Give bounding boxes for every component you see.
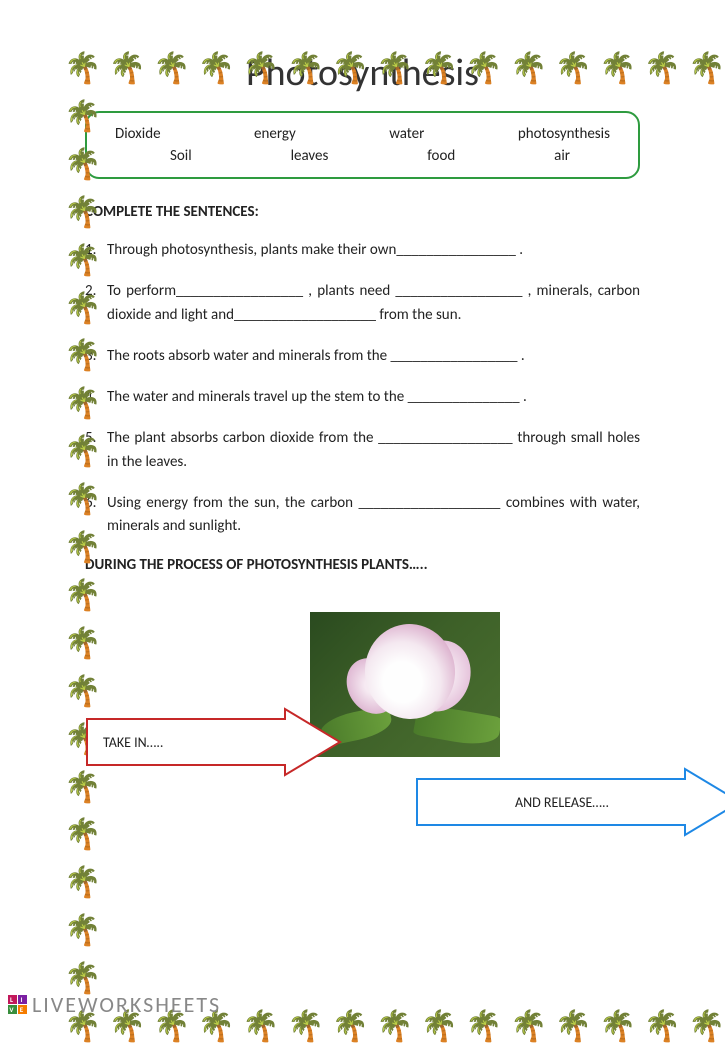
logo-tile: E <box>18 1005 27 1014</box>
question-item: 4. The water and minerals travel up the … <box>85 386 640 409</box>
section-2-heading: DURING THE PROCESS OF PHOTOSYNTHESIS PLA… <box>85 556 640 574</box>
question-text[interactable]: The plant absorbs carbon dioxide from th… <box>107 427 640 474</box>
question-item: 5. The plant absorbs carbon dioxide from… <box>85 427 640 474</box>
question-number: 1. <box>85 239 107 262</box>
worksheet-page: 🌴🌴🌴🌴🌴🌴🌴🌴🌴🌴🌴🌴🌴🌴🌴🌴🌴🌴🌴🌴🌴🌴🌴🌴🌴🌴🌴🌴🌴🌴🌴🌴🌴🌴🌴🌴🌴🌴🌴🌴… <box>0 0 725 1024</box>
palm-tree-icon: 🌴 <box>555 1012 583 1050</box>
questions-list: 1. Through photosynthesis, plants make t… <box>85 239 640 538</box>
logo-tile: L <box>8 995 17 1004</box>
instruction-heading: COMPLETE THE SENTENCES: <box>85 203 640 221</box>
word-bank-row-2: Soil leaves food air <box>115 145 610 165</box>
palm-tree-icon: 🌴 <box>421 1012 449 1050</box>
palm-tree-icon: 🌴 <box>332 1012 360 1050</box>
question-number: 4. <box>85 386 107 409</box>
word-bank-word: food <box>427 147 455 165</box>
word-bank-word: Dioxide <box>115 125 161 143</box>
question-text[interactable]: To perform_________________ , plants nee… <box>107 280 640 327</box>
word-bank-box: Dioxide energy water photosynthesis Soil… <box>85 111 640 179</box>
page-title: Photosynthesis <box>50 50 675 96</box>
logo-tile: I <box>18 995 27 1004</box>
question-text[interactable]: Using energy from the sun, the carbon __… <box>107 492 640 539</box>
watermark-text: LIVEWORKSHEETS <box>32 991 221 1018</box>
watermark-logo-icon: L I V E <box>8 995 27 1014</box>
question-item: 2. To perform_________________ , plants … <box>85 280 640 327</box>
question-number: 2. <box>85 280 107 327</box>
release-arrow: AND RELEASE….. <box>415 767 725 837</box>
logo-tile: V <box>8 1005 17 1014</box>
palm-tree-icon: 🌴 <box>688 1012 716 1050</box>
word-bank-word: air <box>554 147 570 165</box>
question-item: 3. The roots absorb water and minerals f… <box>85 345 640 368</box>
palm-tree-icon: 🌴 <box>64 868 92 906</box>
palm-tree-icon: 🌴 <box>688 54 716 92</box>
question-text[interactable]: The roots absorb water and minerals from… <box>107 345 640 368</box>
palm-tree-icon: 🌴 <box>599 1012 627 1050</box>
word-bank-row-1: Dioxide energy water photosynthesis <box>115 123 610 145</box>
palm-tree-icon: 🌴 <box>287 1012 315 1050</box>
palm-tree-icon: 🌴 <box>465 1012 493 1050</box>
question-item: 1. Through photosynthesis, plants make t… <box>85 239 640 262</box>
question-text[interactable]: Through photosynthesis, plants make thei… <box>107 239 640 262</box>
question-number: 5. <box>85 427 107 474</box>
release-label: AND RELEASE….. <box>515 794 609 811</box>
word-bank-word: leaves <box>291 147 329 165</box>
diagram-area: TAKE IN….. AND RELEASE….. <box>65 592 660 852</box>
question-item: 6. Using energy from the sun, the carbon… <box>85 492 640 539</box>
word-bank-word: Soil <box>170 147 192 165</box>
take-in-arrow: TAKE IN….. <box>85 707 345 777</box>
take-in-label: TAKE IN….. <box>103 734 163 751</box>
palm-tree-icon: 🌴 <box>644 1012 672 1050</box>
word-bank-word: photosynthesis <box>518 125 610 143</box>
palm-tree-icon: 🌴 <box>64 916 92 954</box>
palm-tree-icon: 🌴 <box>376 1012 404 1050</box>
palm-tree-icon: 🌴 <box>510 1012 538 1050</box>
word-bank-word: water <box>389 125 424 143</box>
palm-tree-icon: 🌴 <box>242 1012 270 1050</box>
word-bank-word: energy <box>254 125 296 143</box>
question-text[interactable]: The water and minerals travel up the ste… <box>107 386 640 409</box>
question-number: 3. <box>85 345 107 368</box>
watermark: L I V E LIVEWORKSHEETS <box>8 991 221 1018</box>
question-number: 6. <box>85 492 107 539</box>
